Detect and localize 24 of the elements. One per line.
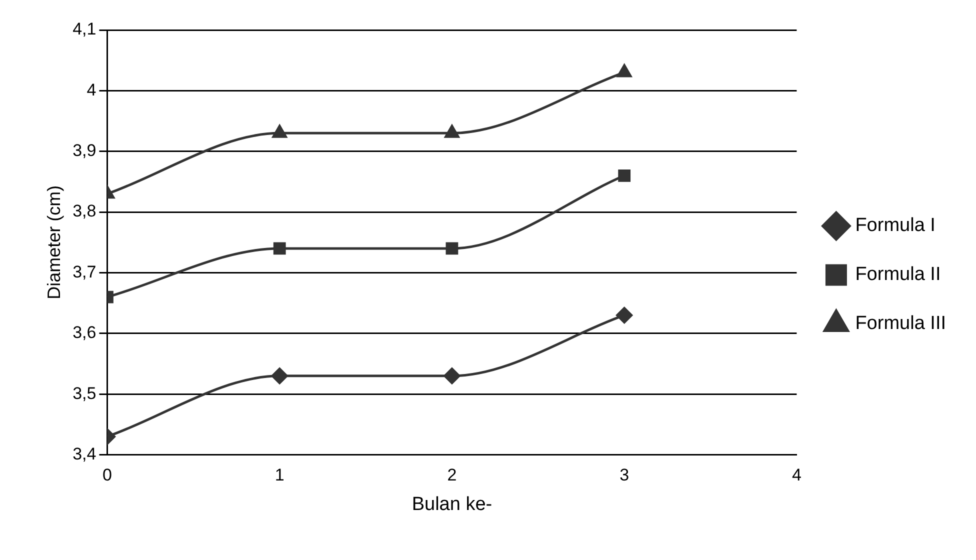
x-tick-label: 0 (102, 466, 112, 485)
y-tick-label: 3,4 (72, 444, 96, 464)
x-tick-label: 1 (274, 466, 284, 485)
point (444, 124, 460, 138)
point (618, 169, 631, 182)
legend-label: Formula I (855, 215, 936, 236)
y-tick-label: 3,5 (72, 384, 96, 403)
y-tick-label: 4,1 (72, 20, 96, 39)
x-axis-title: Bulan ke- (412, 494, 492, 515)
legend-label: Formula III (855, 313, 946, 334)
y-tick-label: 3,7 (72, 262, 96, 282)
legend-label: Formula II (855, 264, 941, 286)
x-tick-label: 4 (792, 466, 802, 485)
y-tick-label: 3,8 (72, 202, 96, 221)
point (444, 368, 460, 384)
y-axis-title: Diameter (cm) (44, 185, 64, 300)
y-tick-label: 3,9 (72, 141, 96, 160)
point (446, 242, 458, 255)
point (616, 306, 633, 324)
x-tick-label: 3 (620, 466, 630, 485)
point (617, 64, 632, 78)
x-tick-label: 2 (447, 466, 457, 485)
y-tick-label: 4 (86, 80, 96, 100)
y-tick-label: 3,6 (72, 323, 96, 342)
